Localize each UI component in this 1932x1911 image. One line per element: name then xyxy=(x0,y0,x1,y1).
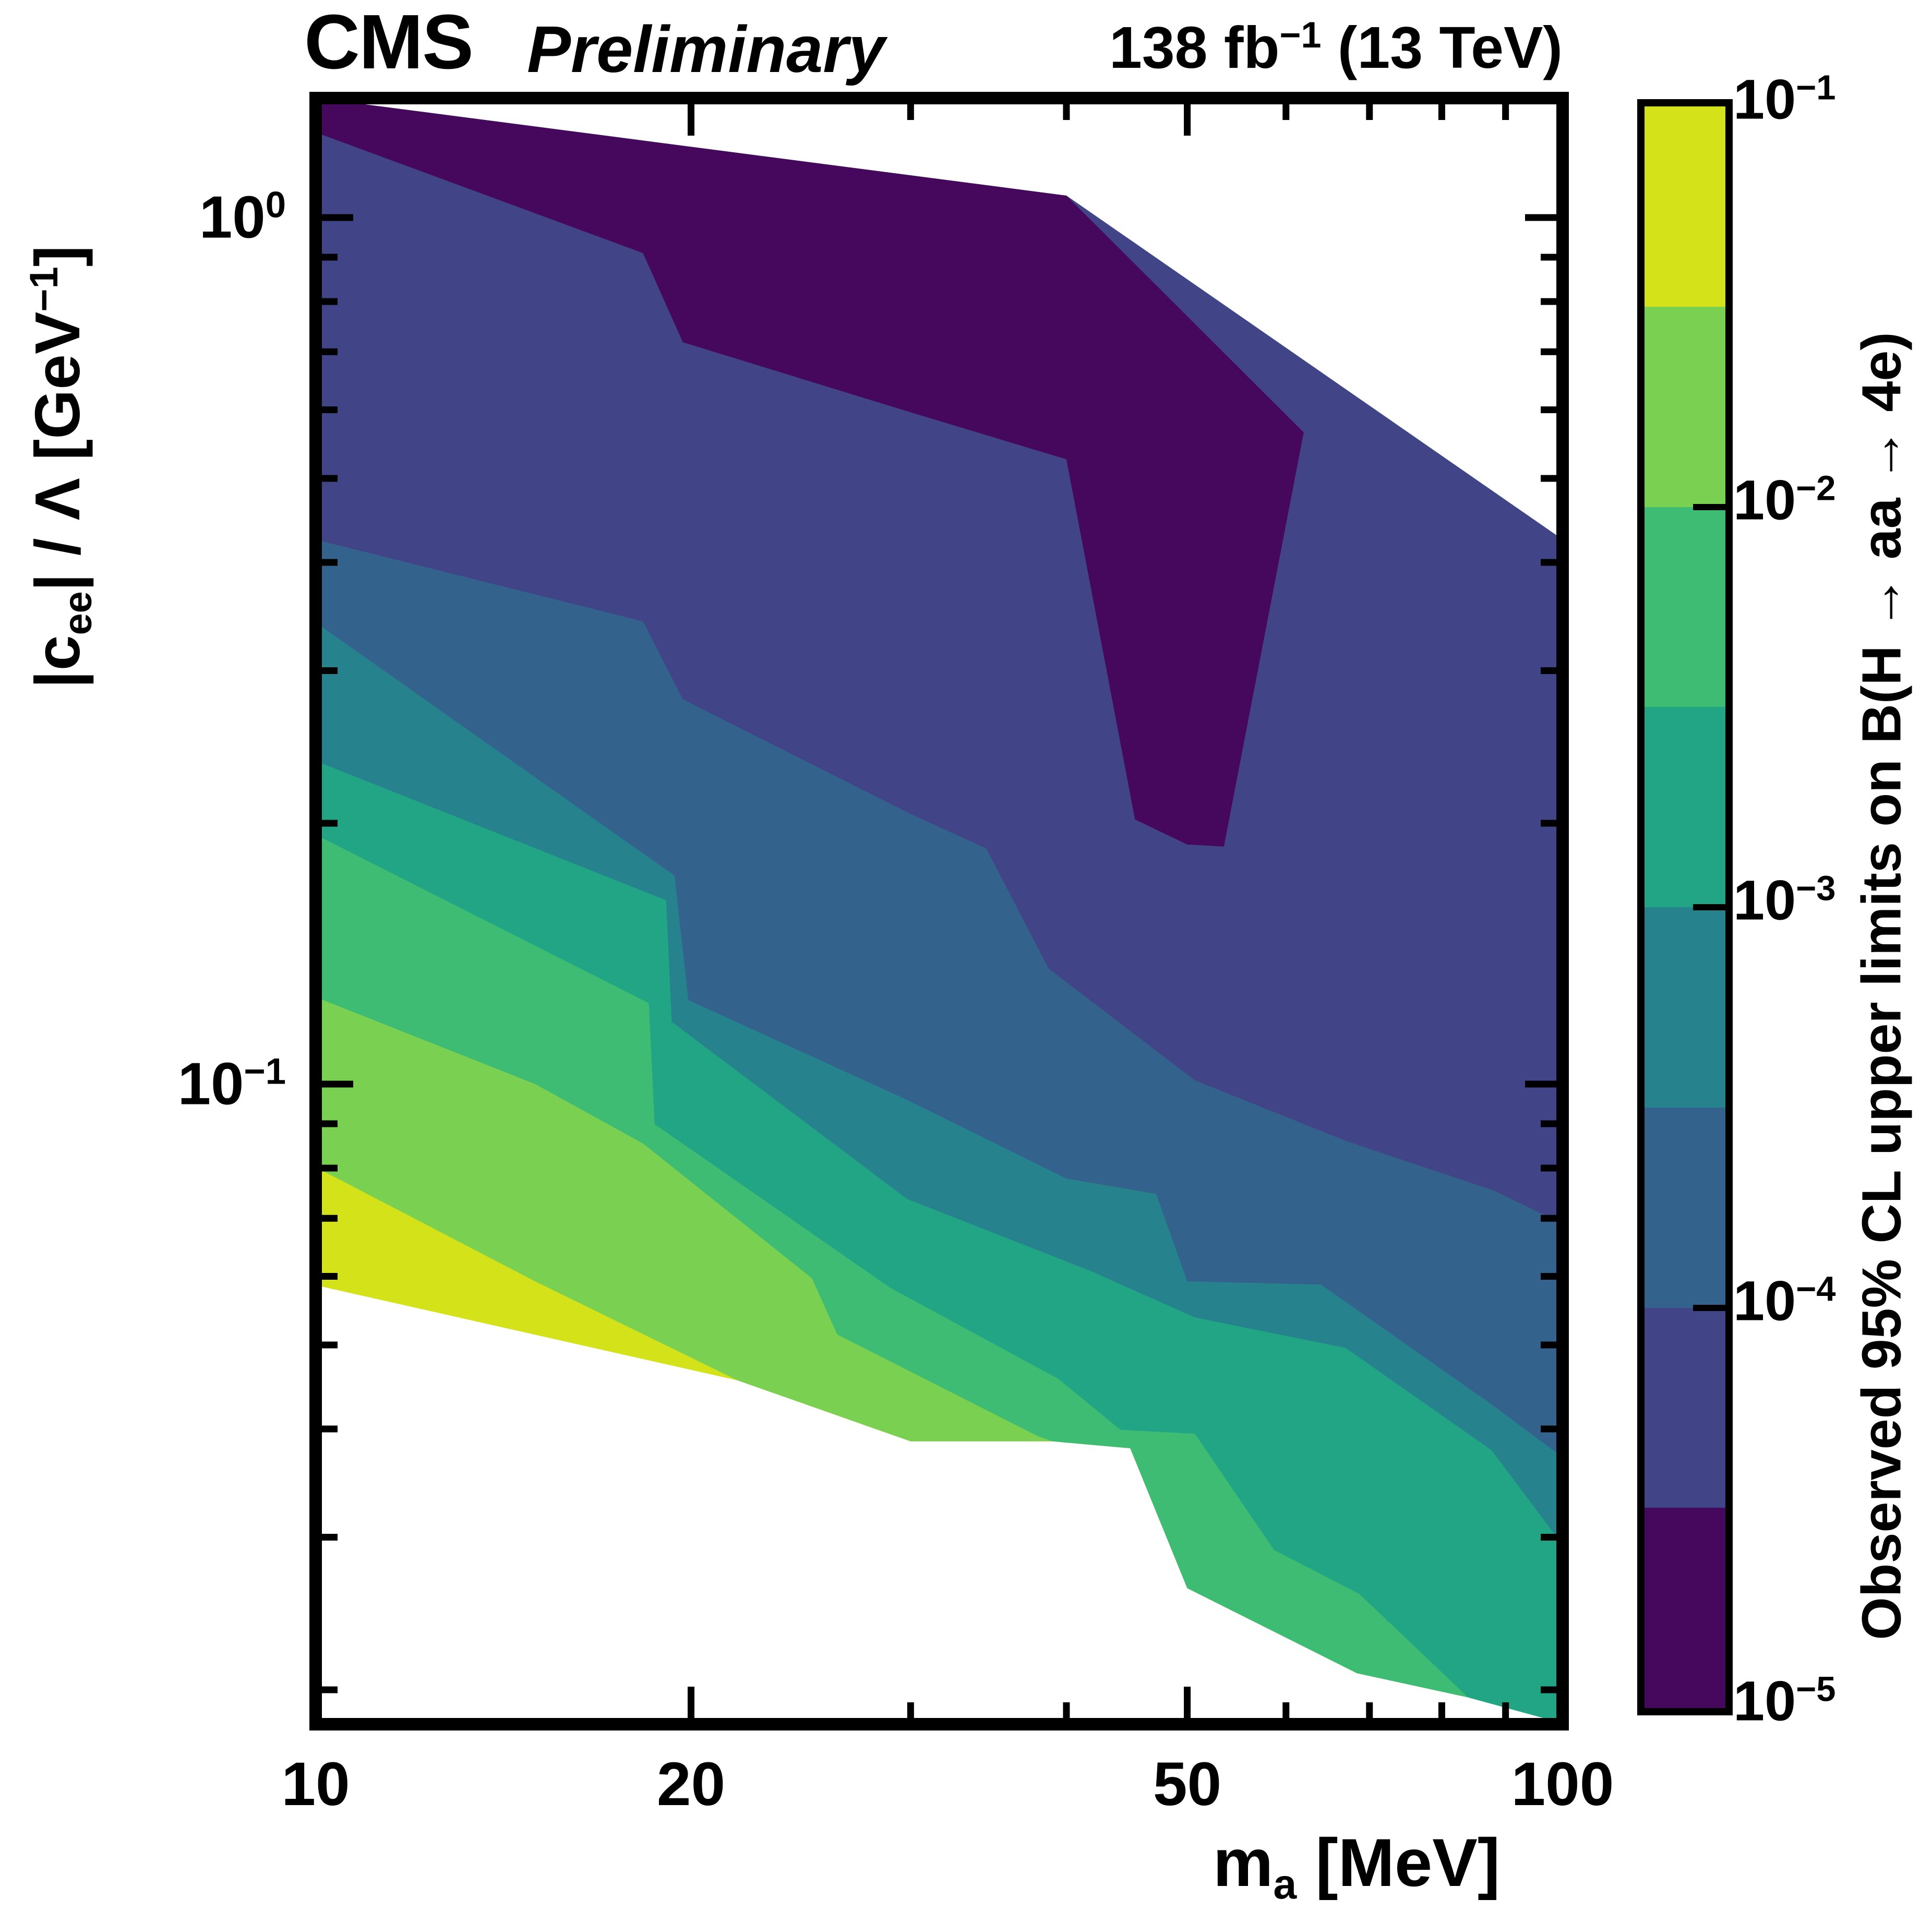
y-tick-label: 10−1 xyxy=(177,1050,286,1117)
x-tick-label: 10 xyxy=(281,1750,350,1819)
colorbar-tick-label: 10−3 xyxy=(1733,868,1836,932)
contour-band-1e-5_to_3e-5 xyxy=(316,98,1304,847)
x-axis-title: ma [MeV] xyxy=(1213,1823,1501,1908)
colorbar-tick-label: 10−1 xyxy=(1733,67,1836,131)
lumi-exponent: −1 xyxy=(1279,15,1322,56)
colorbar-band-3e-5_to_1e-4 xyxy=(1645,1307,1725,1508)
x-tick-label: 100 xyxy=(1511,1750,1614,1819)
colorbar-tick-label: 10−2 xyxy=(1733,468,1836,531)
colorbar-tick xyxy=(1693,1304,1725,1311)
lumi-energy: (13 TeV) xyxy=(1321,15,1563,80)
lumi-value: 138 fb xyxy=(1109,15,1280,80)
colorbar xyxy=(1637,99,1733,1715)
colorbar-tick xyxy=(1693,503,1725,510)
x-tick-label: 20 xyxy=(656,1750,726,1819)
colorbar-band-1e-2_to_3e-2 xyxy=(1645,306,1725,507)
cms-logo-text: CMS xyxy=(304,0,474,85)
x-title-sub: a xyxy=(1273,1861,1297,1908)
colorbar-tick-label: 10−5 xyxy=(1733,1669,1836,1733)
colorbar-band-3e-4_to_1e-3 xyxy=(1645,907,1725,1108)
colorbar-band-1e-4_to_3e-4 xyxy=(1645,1107,1725,1308)
colorbar-band-3e-2_to_1e-1 xyxy=(1645,106,1725,307)
colorbar-band-1e-5_to_3e-5 xyxy=(1645,1508,1725,1708)
x-title-post: [MeV] xyxy=(1297,1824,1501,1901)
colorbar-band-3e-3_to_1e-2 xyxy=(1645,507,1725,707)
x-tick-label: 50 xyxy=(1153,1750,1222,1819)
colorbar-band-1e-3_to_3e-3 xyxy=(1645,707,1725,907)
luminosity-energy-label: 138 fb−1 (13 TeV) xyxy=(1109,14,1563,81)
colorbar-tick-label: 10−4 xyxy=(1733,1269,1836,1332)
colorbar-tick xyxy=(1693,904,1725,910)
plot-frame xyxy=(309,92,1569,1730)
y-tick-label: 100 xyxy=(199,184,286,251)
colorbar-title: Observed 95% CL upper limits on B(H → aa… xyxy=(1851,332,1913,1640)
contour-band-3e-5_to_1e-4 xyxy=(316,98,1563,1224)
preliminary-label: Preliminary xyxy=(527,13,885,86)
x-title-base: m xyxy=(1213,1824,1274,1901)
